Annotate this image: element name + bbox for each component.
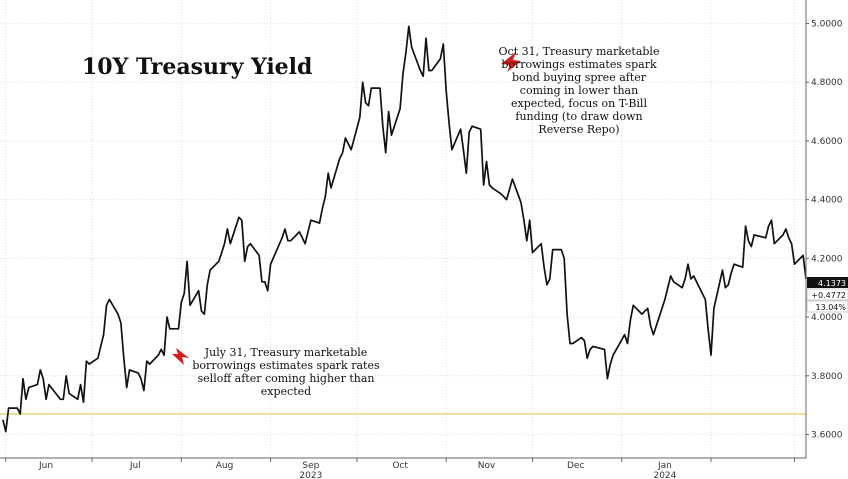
vertical-gridlines bbox=[5, 0, 795, 458]
current-yield-badge bbox=[807, 277, 848, 288]
annotation-line: coming in lower than bbox=[520, 84, 638, 97]
current-value-badges: 4.1373 +0.4772 13.04% bbox=[806, 277, 848, 313]
x-year-label: 2023 bbox=[299, 471, 322, 479]
y-tick-label: 4.8000 bbox=[811, 78, 843, 88]
x-tick-label: Dec bbox=[567, 461, 584, 471]
yield-series-line bbox=[2, 25, 807, 433]
annotation-line: borrowings estimates spark bbox=[501, 58, 657, 71]
percent-change-badge bbox=[806, 300, 848, 313]
x-tick-label: Sep bbox=[302, 461, 319, 471]
y-tick-label: 5.0000 bbox=[811, 19, 843, 29]
y-tick-label: 4.0000 bbox=[811, 313, 843, 323]
x-tick-label: Jan bbox=[657, 461, 672, 471]
annotation-oct31: Oct 31, Treasury marketable borrowings es… bbox=[499, 45, 660, 136]
x-year-label: 2024 bbox=[653, 471, 676, 479]
annotation-line: borrowings estimates spark rates bbox=[192, 359, 380, 372]
annotation-line: funding (to draw down bbox=[515, 110, 642, 123]
annotation-line: selloff after coming higher than bbox=[198, 372, 375, 385]
x-tick-label: Jun bbox=[38, 461, 53, 471]
annotation-jul31-arrow bbox=[172, 348, 189, 365]
y-tick-label: 3.8000 bbox=[811, 372, 843, 382]
x-axis-tick-labels: Jun Jul Aug Sep Oct Nov Dec Jan bbox=[5, 458, 795, 471]
y-tick-label: 4.2000 bbox=[811, 254, 843, 264]
chart-title: 10Y Treasury Yield bbox=[82, 54, 312, 80]
change-badge bbox=[806, 288, 848, 301]
annotation-oct31-arrow bbox=[501, 52, 521, 72]
x-tick-label: Oct bbox=[392, 461, 408, 471]
annotation-line: expected bbox=[261, 385, 311, 398]
annotation-line: expected, focus on T-Bill bbox=[511, 97, 647, 110]
annotation-line: bond buying spree after bbox=[512, 71, 647, 84]
x-tick-label: Nov bbox=[478, 461, 496, 471]
change-label: +0.4772 bbox=[811, 291, 846, 300]
annotation-jul31: July 31, Treasury marketable borrowings e… bbox=[172, 346, 380, 398]
x-tick-label: Jul bbox=[129, 461, 141, 471]
y-tick-label: 3.6000 bbox=[811, 431, 843, 441]
x-axis-year-labels: 2023 2024 bbox=[299, 471, 676, 479]
current-yield-label: 4.1373 bbox=[818, 279, 846, 288]
y-axis-tick-labels: 5.0000 4.8000 4.6000 4.4000 4.2000 4.0000 3.80… bbox=[806, 19, 843, 441]
y-tick-label: 4.6000 bbox=[811, 137, 843, 147]
y-tick-label: 4.4000 bbox=[811, 196, 843, 206]
percent-change-label: 13.04% bbox=[815, 303, 846, 312]
annotation-line: Oct 31, Treasury marketable bbox=[499, 45, 660, 58]
annotation-line: Reverse Repo) bbox=[538, 123, 619, 136]
annotation-line: July 31, Treasury marketable bbox=[204, 346, 368, 359]
x-tick-label: Aug bbox=[216, 461, 234, 471]
